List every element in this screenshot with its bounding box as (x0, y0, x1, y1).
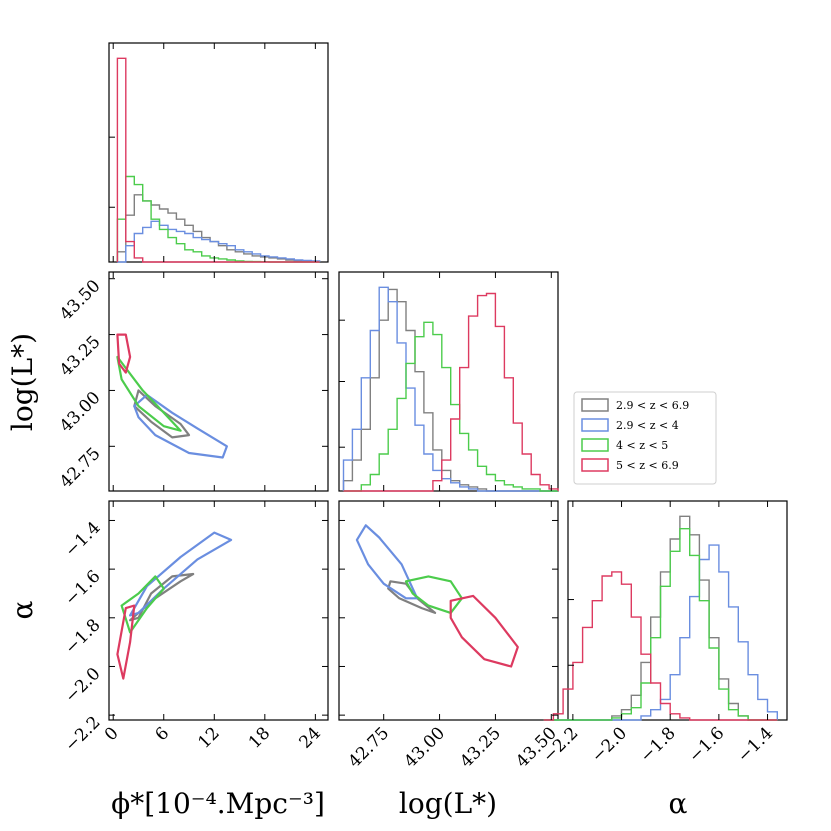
logL-x-tick-label: 42.75 (345, 723, 394, 772)
legend-swatch-z3 (581, 458, 609, 472)
alpha-x-tick-label: −1.6 (685, 723, 728, 766)
x-label-alpha: α (669, 787, 688, 820)
legend-swatch-all (581, 398, 609, 412)
legend-label-z2: 4 < z < 5 (616, 439, 668, 452)
contour-phi-alpha-z1 (129, 531, 233, 617)
alpha-y-tick-label: −1.6 (61, 567, 104, 610)
phi-x-tick-label: 6 (151, 723, 173, 745)
contour-phi-logL-z2 (116, 355, 182, 432)
legend-swatch-z1 (581, 418, 609, 432)
alpha-y-tick-label: −2.0 (61, 664, 104, 707)
contour-phi-alpha-z3 (116, 604, 136, 680)
hist-phi-z1 (117, 220, 321, 263)
hist-phi-z2 (116, 175, 320, 263)
contour-phi-alpha-all (129, 572, 195, 622)
contour-phi-logL-z3 (116, 333, 132, 374)
hist-logL-z1 (342, 286, 558, 492)
hist-alpha-z2 (543, 528, 778, 721)
panel-hist-alpha (567, 500, 788, 721)
panel-phi-alpha (108, 500, 329, 721)
legend: 2.9 < z < 6.9 2.9 < z < 4 4 < z < 5 5 < z <… (573, 391, 717, 485)
contour-logL-alpha-z2 (404, 575, 463, 615)
alpha-x-tick-label: −2.0 (588, 723, 631, 766)
x-label-phi: ϕ*[10⁻⁴.Mpc⁻³] (111, 787, 325, 820)
contour-phi-logL-z1 (133, 393, 228, 459)
logL-x-tick-label: 43.00 (401, 723, 450, 772)
alpha-x-tick-label: −1.8 (636, 723, 679, 766)
hist-logL-z2 (343, 321, 558, 492)
alpha-x-tick-label: −1.4 (734, 723, 777, 766)
phi-x-tick-label: 24 (295, 723, 324, 752)
alpha-y-tick-label: −1.4 (61, 518, 104, 561)
legend-frame (573, 391, 717, 485)
alpha-y-tick-label: −1.8 (61, 615, 104, 658)
panel-logL-alpha (338, 500, 559, 721)
hist-phi-z3 (116, 57, 320, 263)
chart-marks (116, 57, 778, 721)
legend-swatch-z2 (581, 438, 609, 452)
panel-hist-phi (108, 42, 329, 263)
alpha-y-tick-label: −2.2 (61, 713, 104, 756)
contour-logL-alpha-z1 (355, 524, 419, 600)
logL-y-tick-label: 43.50 (56, 276, 105, 325)
hist-alpha-z3 (543, 571, 778, 721)
logL-y-tick-label: 43.00 (56, 388, 105, 437)
contour-logL-alpha-z3 (449, 594, 519, 668)
logL-y-tick-label: 43.25 (56, 332, 105, 381)
hist-phi-all (116, 194, 321, 263)
logL-x-tick-label: 43.25 (456, 723, 505, 772)
legend-label-z3: 5 < z < 6.9 (616, 459, 679, 472)
hist-logL-z3 (343, 292, 559, 492)
phi-x-tick-label: 12 (194, 723, 223, 752)
phi-x-tick-label: 18 (245, 723, 274, 752)
legend-entries: 2.9 < z < 6.9 2.9 < z < 4 4 < z < 5 5 < z <… (581, 398, 689, 472)
panel-hist-logL (338, 271, 559, 492)
y-label-alpha: α (6, 600, 39, 619)
legend-label-z1: 2.9 < z < 4 (616, 419, 679, 432)
y-label-logL: log(L*) (6, 333, 39, 431)
panel-phi-logL (108, 271, 329, 492)
legend-label-all: 2.9 < z < 6.9 (616, 399, 689, 412)
contour-phi-alpha-z2 (120, 575, 165, 634)
logL-y-tick-label: 42.75 (56, 444, 105, 493)
x-label-logL: log(L*) (399, 787, 497, 820)
